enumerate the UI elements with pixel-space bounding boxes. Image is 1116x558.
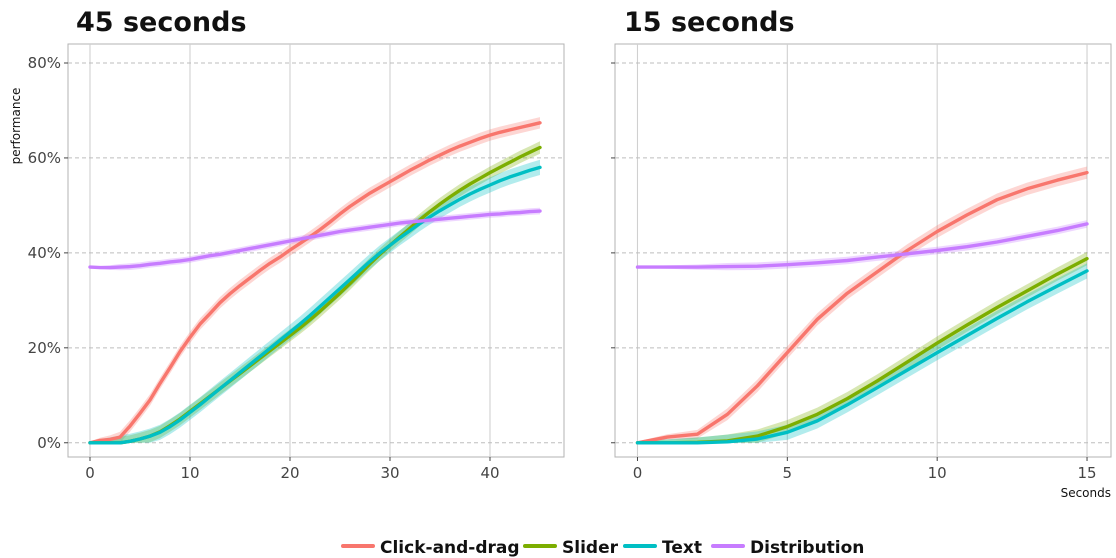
series-lines (88, 121, 542, 445)
y-tick-label: 40% (28, 244, 61, 262)
y-tick-label: 60% (28, 149, 61, 167)
confidence-band (90, 159, 540, 443)
legend-label: Click-and-drag (380, 538, 520, 558)
legend-item: Distribution (711, 538, 864, 558)
legend-item: Text (623, 538, 702, 558)
series-line (635, 170, 1089, 445)
x-tick-label: 15 (1077, 464, 1096, 482)
confidence-band (90, 207, 540, 271)
panel-15-seconds: 15 seconds 0 5 10 15 (611, 7, 1112, 482)
plot-area (67, 43, 565, 458)
series-line (635, 269, 1089, 445)
y-axis: 0% 20% 40% 60% 80% (28, 54, 68, 452)
series-lines (635, 170, 1089, 445)
panel-title: 15 seconds (624, 7, 795, 38)
grid (68, 44, 564, 457)
x-tick-label: 10 (180, 464, 199, 482)
x-tick-label: 0 (85, 464, 95, 482)
x-tick-label: 5 (783, 464, 793, 482)
legend-label: Distribution (750, 538, 864, 558)
grid (615, 44, 1111, 457)
series-line (88, 209, 542, 270)
legend-label: Text (662, 538, 702, 558)
series-line (635, 222, 1089, 269)
y-axis-label: performance (9, 88, 23, 165)
legend-item: Slider (523, 538, 619, 558)
x-tick-label: 10 (928, 464, 947, 482)
series-line (88, 121, 542, 445)
y-tick-label: 0% (37, 434, 61, 452)
x-axis-label: Seconds (1061, 486, 1111, 500)
x-tick-label: 30 (380, 464, 399, 482)
x-tick-label: 40 (480, 464, 499, 482)
legend: Click-and-drag Slider Text Distribution (341, 538, 864, 558)
x-axis: 0 5 10 15 (633, 457, 1097, 482)
legend-item: Click-and-drag (341, 538, 520, 558)
y-tick-label: 20% (28, 339, 61, 357)
x-axis: 0 10 20 30 40 (85, 457, 500, 482)
x-tick-label: 0 (633, 464, 643, 482)
panel-title: 45 seconds (76, 7, 247, 38)
legend-label: Slider (562, 538, 619, 558)
y-tick-label: 80% (28, 54, 61, 72)
panel-45-seconds: 45 seconds 0% 20% 40% 60% 80% 0 10 20 30 40 (28, 7, 565, 482)
series-line (88, 165, 542, 445)
x-tick-label: 20 (280, 464, 299, 482)
y-axis (611, 62, 615, 444)
